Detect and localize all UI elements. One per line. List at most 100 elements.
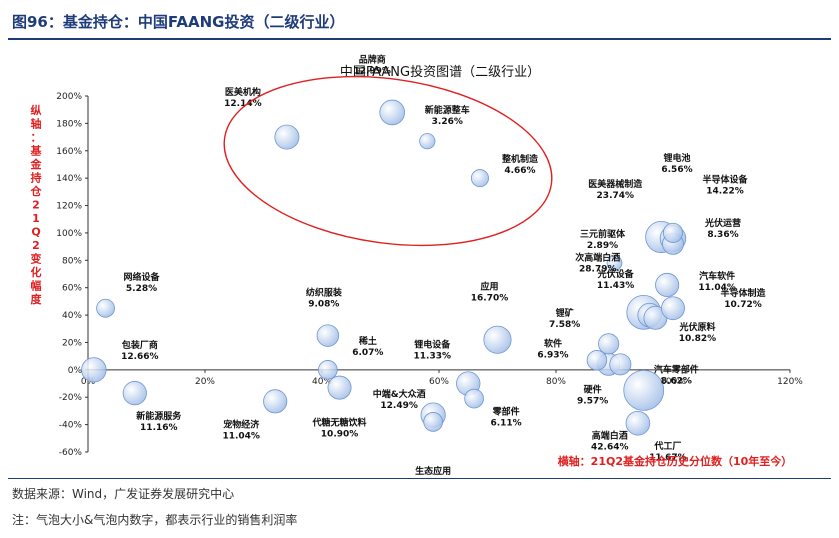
bubble-point <box>662 222 684 243</box>
bubble-margin: 10.90% <box>321 430 359 440</box>
y-tick-label: -20% <box>59 393 83 403</box>
bubble-label: 汽车零部件 <box>654 363 699 375</box>
bubble-label: 生态应用 <box>415 465 451 477</box>
bubble-point <box>470 169 489 188</box>
y-tick-label: 180% <box>56 119 82 129</box>
bubble-label: 中端&大众酒 <box>373 388 426 400</box>
bubble-label: 软件 <box>544 337 562 349</box>
y-tick-label: 140% <box>56 174 82 184</box>
bubble-point <box>122 381 147 406</box>
bubble-label: 包装厂商 <box>121 339 158 351</box>
y-tick-label: 0% <box>68 366 83 376</box>
y-axis-title-char: 金 <box>30 157 43 171</box>
bubble-point <box>318 360 338 380</box>
y-axis-title-char: Q <box>31 226 40 239</box>
bubble-label: 锂电池 <box>663 152 690 164</box>
y-axis-title-char: 化 <box>31 265 42 279</box>
y-axis-title-char: 变 <box>31 252 42 266</box>
bubble-point <box>609 353 632 376</box>
bubble-label: 代工厂 <box>653 440 681 452</box>
bubble-point <box>96 298 115 318</box>
y-tick-label: 120% <box>56 202 82 212</box>
y-axis-title-char: 基 <box>30 144 43 158</box>
bubble-margin: 6.56% <box>661 165 692 175</box>
bubble-margin: 11.16% <box>140 423 178 433</box>
bubble-point <box>263 389 288 414</box>
bubble-point <box>606 255 623 271</box>
bubble-label: 次高端白酒 <box>575 251 620 263</box>
bubble-margin: 11.04% <box>222 431 260 441</box>
bubble-margin: 11.43% <box>597 281 635 291</box>
bubble-margin: 16.70% <box>471 294 509 304</box>
bubble-point <box>586 350 608 371</box>
x-tick-label: 60% <box>429 377 449 387</box>
bubble-label: 锂电设备 <box>414 339 451 351</box>
bubble-label: 应用 <box>480 281 498 293</box>
x-tick-label: 120% <box>777 377 803 387</box>
report-header: 图96：基金持仓：中国FAANG投资（二级行业） <box>0 0 839 40</box>
bubble-point <box>598 333 620 355</box>
bubble-point <box>623 370 665 411</box>
y-axis-title-char: 仓 <box>30 184 43 198</box>
bubble-point <box>464 388 484 409</box>
bubble-label: 高端白酒 <box>592 429 628 441</box>
bubble-margin: 6.93% <box>537 350 568 360</box>
bubble-label: 光伏设备 <box>597 268 635 280</box>
bubble-point <box>483 325 512 354</box>
bubble-margin: 8.62% <box>661 376 692 386</box>
bubble-label: 新能源整车 <box>425 104 470 116</box>
y-tick-label: 200% <box>56 92 82 102</box>
footer-divider <box>8 478 831 479</box>
bubble-point <box>423 412 443 432</box>
y-tick-label: 160% <box>56 147 82 157</box>
bubble-label: 纺织服装 <box>306 287 343 299</box>
bubble-label: 医美机构 <box>225 86 261 98</box>
bubble-label: 医美器械制造 <box>588 178 643 190</box>
chart-title: 中国FAANG投资图谱（二级行业） <box>340 64 540 80</box>
y-axis-title-char: 幅 <box>31 279 42 293</box>
bubble-point <box>81 357 107 383</box>
y-axis-title-char: 轴 <box>31 117 42 131</box>
bubble-margin: 14.22% <box>706 186 744 196</box>
bubble-label: 新能源服务 <box>136 410 182 422</box>
bubble-margin: 12.99% <box>353 66 391 76</box>
x-tick-label: 80% <box>546 377 566 387</box>
y-tick-label: 60% <box>62 284 82 294</box>
bubble-point <box>379 99 405 126</box>
bubble-label: 半导体制造 <box>720 287 766 299</box>
y-tick-label: 100% <box>56 229 82 239</box>
y-axis-title-char: 2 <box>32 199 40 212</box>
bubble-label: 整机制造 <box>501 153 539 165</box>
y-tick-label: -40% <box>59 421 83 431</box>
bubble-margin: 12.66% <box>121 352 159 362</box>
bubble-point <box>327 375 352 400</box>
bubble-point <box>655 272 680 297</box>
bubble-label: 宠物经济 <box>223 418 260 430</box>
bubble-label: 半导体设备 <box>702 173 748 185</box>
bubble-margin: 7.58% <box>549 320 580 330</box>
bubble-margin: 11.04% <box>698 283 736 293</box>
note-text: 注：气泡大小&气泡内数字，都表示行业的销售利润率 <box>12 513 298 527</box>
bubble-margin: 42.64% <box>591 442 629 452</box>
y-tick-label: 80% <box>62 256 82 266</box>
bubble-point <box>419 133 436 150</box>
bubble-point <box>661 296 685 321</box>
bubble-margin: 6.11% <box>490 419 521 429</box>
x-axis-title: 横轴：21Q2基金持仓历史分位数（10年至今） <box>558 454 793 468</box>
bubble-label: 稀土 <box>359 335 377 347</box>
x-tick-label: 100% <box>660 377 686 387</box>
header-divider <box>8 38 831 40</box>
bubble-margin: 12.49% <box>380 401 418 411</box>
bubble-point <box>274 124 300 150</box>
y-tick-label: 20% <box>62 338 82 348</box>
bubble-label: 光伏运营 <box>704 217 741 229</box>
source-text: 数据来源：Wind，广发证券发展研究中心 <box>12 487 235 501</box>
y-axis-title-char: ： <box>31 131 42 144</box>
bubble-label: 锂矿 <box>556 307 574 319</box>
y-axis-title-char: 2 <box>32 239 40 252</box>
bubble-margin: 5.28% <box>126 284 157 294</box>
bubble-margin: 6.07% <box>352 348 383 358</box>
bubble-point <box>625 410 651 436</box>
y-tick-label: 40% <box>62 311 82 321</box>
y-axis-title-char: 纵 <box>31 103 42 117</box>
